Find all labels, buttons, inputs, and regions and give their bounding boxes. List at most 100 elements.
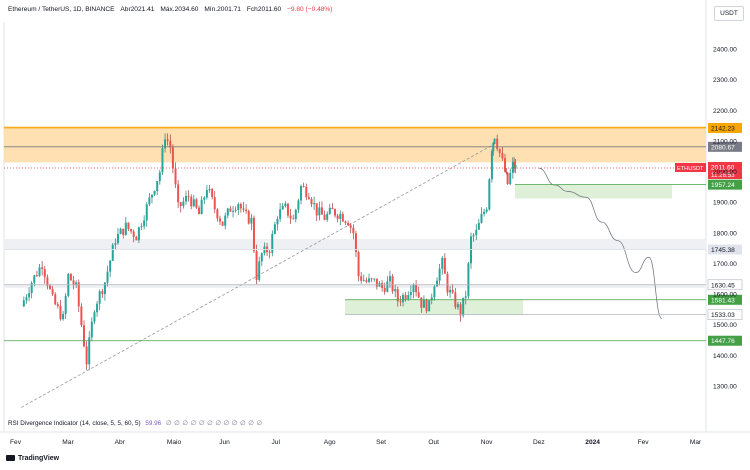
candle-up: [22, 300, 25, 307]
last-price-bg: [708, 161, 742, 179]
rsi-label[interactable]: RSI Divergence Indicator (14, close, 5, …: [8, 420, 141, 427]
candle-up: [326, 213, 329, 220]
supply-zone: [4, 127, 706, 163]
x-tick-label: Fev: [10, 439, 22, 446]
candle-down: [496, 138, 499, 149]
level-badge-label: 1630.45: [711, 282, 735, 289]
candle-up: [232, 210, 235, 212]
candle-down: [198, 207, 201, 215]
demand-zone-lower: [345, 299, 523, 315]
candle-down: [174, 168, 177, 185]
candle-up: [200, 199, 203, 215]
candle-down: [391, 276, 394, 292]
x-tick-label: Jul: [272, 439, 281, 446]
candle-down: [169, 140, 172, 148]
level-badge-bg: [707, 279, 743, 291]
candle-down: [245, 209, 248, 212]
candle-up: [137, 227, 140, 241]
candle-down: [375, 278, 378, 287]
x-tick-label: Fev: [638, 439, 650, 446]
tradingview-logo[interactable]: TradingView: [6, 455, 59, 462]
level-badge: 1447.76: [708, 335, 742, 346]
candle-up: [182, 201, 185, 206]
candle-up: [328, 207, 331, 214]
level-badge-bg: [708, 141, 742, 152]
candle-down: [46, 277, 49, 286]
candle-up: [339, 214, 342, 219]
last-price-symbol-bg: [675, 162, 706, 172]
rsi-indicator-legend[interactable]: RSI Divergence Indicator (14, close, 5, …: [8, 420, 263, 427]
candle-down: [85, 346, 88, 365]
candle-down: [399, 301, 402, 303]
candle-down: [190, 196, 193, 207]
low-value: 2001.71: [217, 6, 241, 13]
candle-down: [132, 231, 135, 237]
candle-down: [239, 204, 242, 209]
candle-up: [433, 286, 436, 298]
candle-down: [310, 199, 313, 205]
candle-down: [446, 273, 449, 293]
candle-down: [451, 289, 454, 293]
candle-down: [268, 252, 271, 253]
symbol-header[interactable]: Ethereum / TetherUS, 1D, BINANCE Abr2021…: [8, 6, 333, 13]
candle-up: [480, 213, 483, 223]
candle-up: [300, 186, 303, 201]
candle-down: [247, 211, 250, 224]
candle-down: [331, 207, 334, 210]
change-value: −9.80 (−0.48%): [287, 6, 333, 13]
y-axis: 1300.00 1400.00 1500.00 1600.00 1700.00 1800.…: [713, 47, 737, 391]
x-tick-label: 2024: [585, 439, 600, 446]
candle-up: [428, 300, 431, 312]
candle-up: [158, 172, 161, 182]
x-tick-label: Abr: [115, 439, 126, 446]
candle-down: [122, 228, 125, 235]
y-tick-label: 1600.00: [713, 292, 737, 299]
candle-up: [276, 218, 279, 225]
candles: [22, 133, 517, 371]
candle-down: [179, 202, 182, 206]
candle-up: [284, 203, 287, 206]
candle-down: [292, 218, 295, 220]
x-tick-label: Ago: [324, 439, 336, 446]
candle-down: [383, 288, 386, 292]
candle-up: [409, 292, 412, 296]
projection-path-line: [538, 167, 663, 319]
candle-up: [75, 282, 78, 285]
candle-down: [504, 158, 507, 172]
candle-down: [195, 199, 198, 208]
candle-up: [456, 304, 459, 308]
level-badge: 1630.45: [707, 279, 743, 291]
open-value: 2021.41: [130, 6, 155, 13]
candle-up: [493, 138, 496, 143]
open-label: Abr: [120, 6, 131, 13]
candle-down: [415, 284, 418, 293]
candle-up: [224, 215, 227, 226]
level-badge: 1533.03: [707, 309, 743, 320]
candle-up: [184, 196, 187, 202]
candle-up: [237, 204, 240, 210]
candle-down: [420, 297, 423, 308]
candle-up: [64, 295, 67, 314]
close-label: Fch: [246, 6, 258, 13]
currency-button[interactable]: USDT: [714, 6, 744, 21]
candle-down: [187, 196, 190, 197]
candle-down: [404, 295, 407, 300]
candle-up: [38, 267, 41, 276]
candle-down: [77, 282, 80, 307]
candle-down: [35, 275, 38, 277]
candle-up: [150, 194, 153, 198]
candle-down: [354, 233, 357, 253]
y-tick-label: 2400.00: [713, 47, 737, 54]
candle-down: [344, 221, 347, 223]
symbol-name[interactable]: Ethereum / TetherUS, 1D, BINANCE: [8, 6, 115, 13]
candle-up: [438, 268, 441, 281]
y-tick-label: 1400.00: [713, 353, 737, 360]
candle-down: [501, 153, 504, 159]
candle-down: [302, 186, 305, 187]
candle-down: [80, 306, 83, 326]
candle-down: [69, 273, 72, 281]
level-badge: 1745.38: [708, 244, 742, 255]
level-badge: 2080.67: [708, 141, 742, 152]
candle-down: [211, 189, 214, 198]
